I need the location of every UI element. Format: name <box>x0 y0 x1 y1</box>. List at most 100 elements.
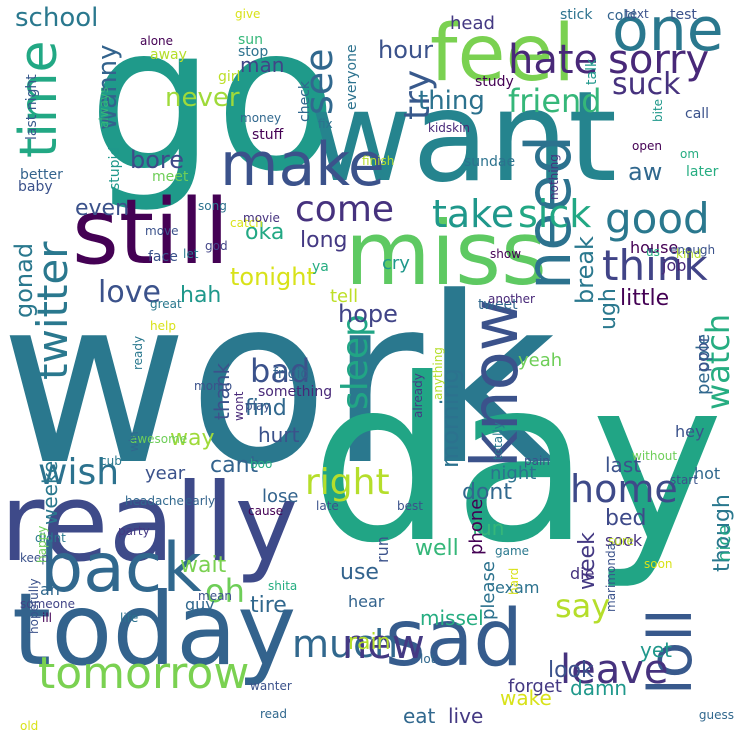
cloud-word: little <box>620 286 670 311</box>
cloud-word: one <box>612 0 724 65</box>
cloud-word: hear <box>348 592 385 611</box>
cloud-word: well <box>415 536 459 561</box>
cloud-word: ah <box>40 580 60 599</box>
cloud-word: weekend <box>38 435 62 525</box>
cloud-word: anything <box>431 347 445 400</box>
cloud-word: today <box>12 571 297 688</box>
cloud-word: kind <box>676 247 702 261</box>
cloud-word: live <box>448 704 484 728</box>
cloud-word: momo <box>194 379 233 393</box>
cloud-word: old <box>20 719 39 733</box>
cloud-word: sleep <box>335 314 376 410</box>
cloud-word: never <box>165 83 240 113</box>
cloud-word: yet <box>640 638 672 662</box>
cloud-word: pain <box>524 454 550 468</box>
cloud-word: cub <box>100 454 122 468</box>
cloud-word: tweet <box>478 297 518 313</box>
cloud-word: stupid <box>107 146 123 190</box>
cloud-word: give <box>235 7 261 21</box>
cloud-word: gonad <box>10 242 38 318</box>
cloud-word: hour <box>378 36 433 64</box>
cloud-word: ready <box>131 335 145 370</box>
cloud-word: use <box>340 560 379 585</box>
cloud-word: tomorrow <box>38 648 250 699</box>
cloud-word: miss <box>345 202 547 305</box>
cloud-word: long <box>300 228 348 253</box>
cloud-word: away <box>150 47 187 63</box>
cloud-word: already <box>411 373 425 418</box>
cloud-word: bad <box>250 352 311 390</box>
cloud-word: aw <box>628 158 663 186</box>
cloud-word: leave <box>560 647 669 693</box>
cloud-word: hey <box>675 422 705 441</box>
cloud-word: let <box>183 247 199 261</box>
cloud-word: without <box>632 449 678 463</box>
cloud-word: hot <box>694 464 721 483</box>
cloud-word: job <box>662 256 687 275</box>
cloud-word: guess <box>698 708 734 722</box>
cloud-word: wish <box>38 452 120 493</box>
cloud-word: help <box>150 319 176 333</box>
cloud-word: call <box>685 106 710 122</box>
cloud-word: text <box>625 7 649 21</box>
cloud-word: keep <box>20 551 49 565</box>
cloud-word: last <box>605 453 642 477</box>
cloud-word: god <box>205 239 228 253</box>
cloud-word: wake <box>500 686 552 710</box>
cloud-word: everyone <box>344 44 360 110</box>
cloud-word: exam <box>495 578 540 597</box>
cloud-word: sorry <box>608 37 710 83</box>
cloud-word: boo <box>250 457 273 471</box>
cloud-word: great <box>150 297 182 311</box>
cloud-word: study <box>475 74 514 90</box>
cloud-word: hate <box>508 37 599 83</box>
cloud-word: check <box>297 81 313 122</box>
cloud-word: come <box>295 189 395 230</box>
cloud-word: tonight <box>230 263 316 291</box>
cloud-word: dont <box>462 480 512 505</box>
cloud-word: thing <box>418 86 485 116</box>
cloud-word: shita <box>268 579 298 593</box>
cloud-word: fun <box>472 516 505 540</box>
cloud-word: suck <box>612 67 681 102</box>
cloud-word: cause <box>248 504 284 518</box>
cloud-word: say <box>555 587 611 625</box>
cloud-word: year <box>145 463 186 484</box>
cloud-word: hope <box>338 300 398 328</box>
cloud-word: go <box>88 0 338 216</box>
cloud-word: always <box>97 86 111 128</box>
cloud-word: sun <box>238 32 264 48</box>
cloud-word: find <box>245 396 287 421</box>
cloud-word: meet <box>152 169 189 185</box>
cloud-word: new <box>342 622 425 668</box>
cloud-word: run <box>373 536 392 563</box>
cloud-word: tell <box>330 286 359 307</box>
cloud-word: rain <box>348 630 391 655</box>
cloud-word: eat <box>403 704 436 728</box>
cloud-word: move <box>145 224 179 238</box>
cloud-word: take <box>432 192 515 236</box>
cloud-word: night <box>490 463 537 484</box>
cloud-word: cant <box>210 453 259 478</box>
cloud-word: marimonda <box>604 543 618 612</box>
cloud-word: sick <box>518 192 592 236</box>
cloud-word: something <box>258 384 333 400</box>
cloud-word: look <box>548 658 594 683</box>
cloud-word: right <box>305 462 390 503</box>
cloud-word: day <box>310 331 724 593</box>
cloud-word: money <box>240 111 282 125</box>
cloud-word: game <box>495 544 530 558</box>
cloud-word: break <box>571 236 599 304</box>
cloud-word: bore <box>130 146 185 174</box>
cloud-word: later <box>686 164 719 180</box>
cloud-word: school <box>15 3 99 33</box>
cloud-word: om <box>680 147 700 161</box>
cloud-word: work <box>0 249 557 516</box>
cloud-word: sundae <box>464 154 516 170</box>
cloud-word: cold <box>607 8 637 24</box>
cloud-word: much <box>292 622 399 666</box>
cloud-word: wanter <box>250 679 292 693</box>
cloud-word: sook <box>605 531 643 550</box>
cloud-word: didnt <box>35 531 66 545</box>
